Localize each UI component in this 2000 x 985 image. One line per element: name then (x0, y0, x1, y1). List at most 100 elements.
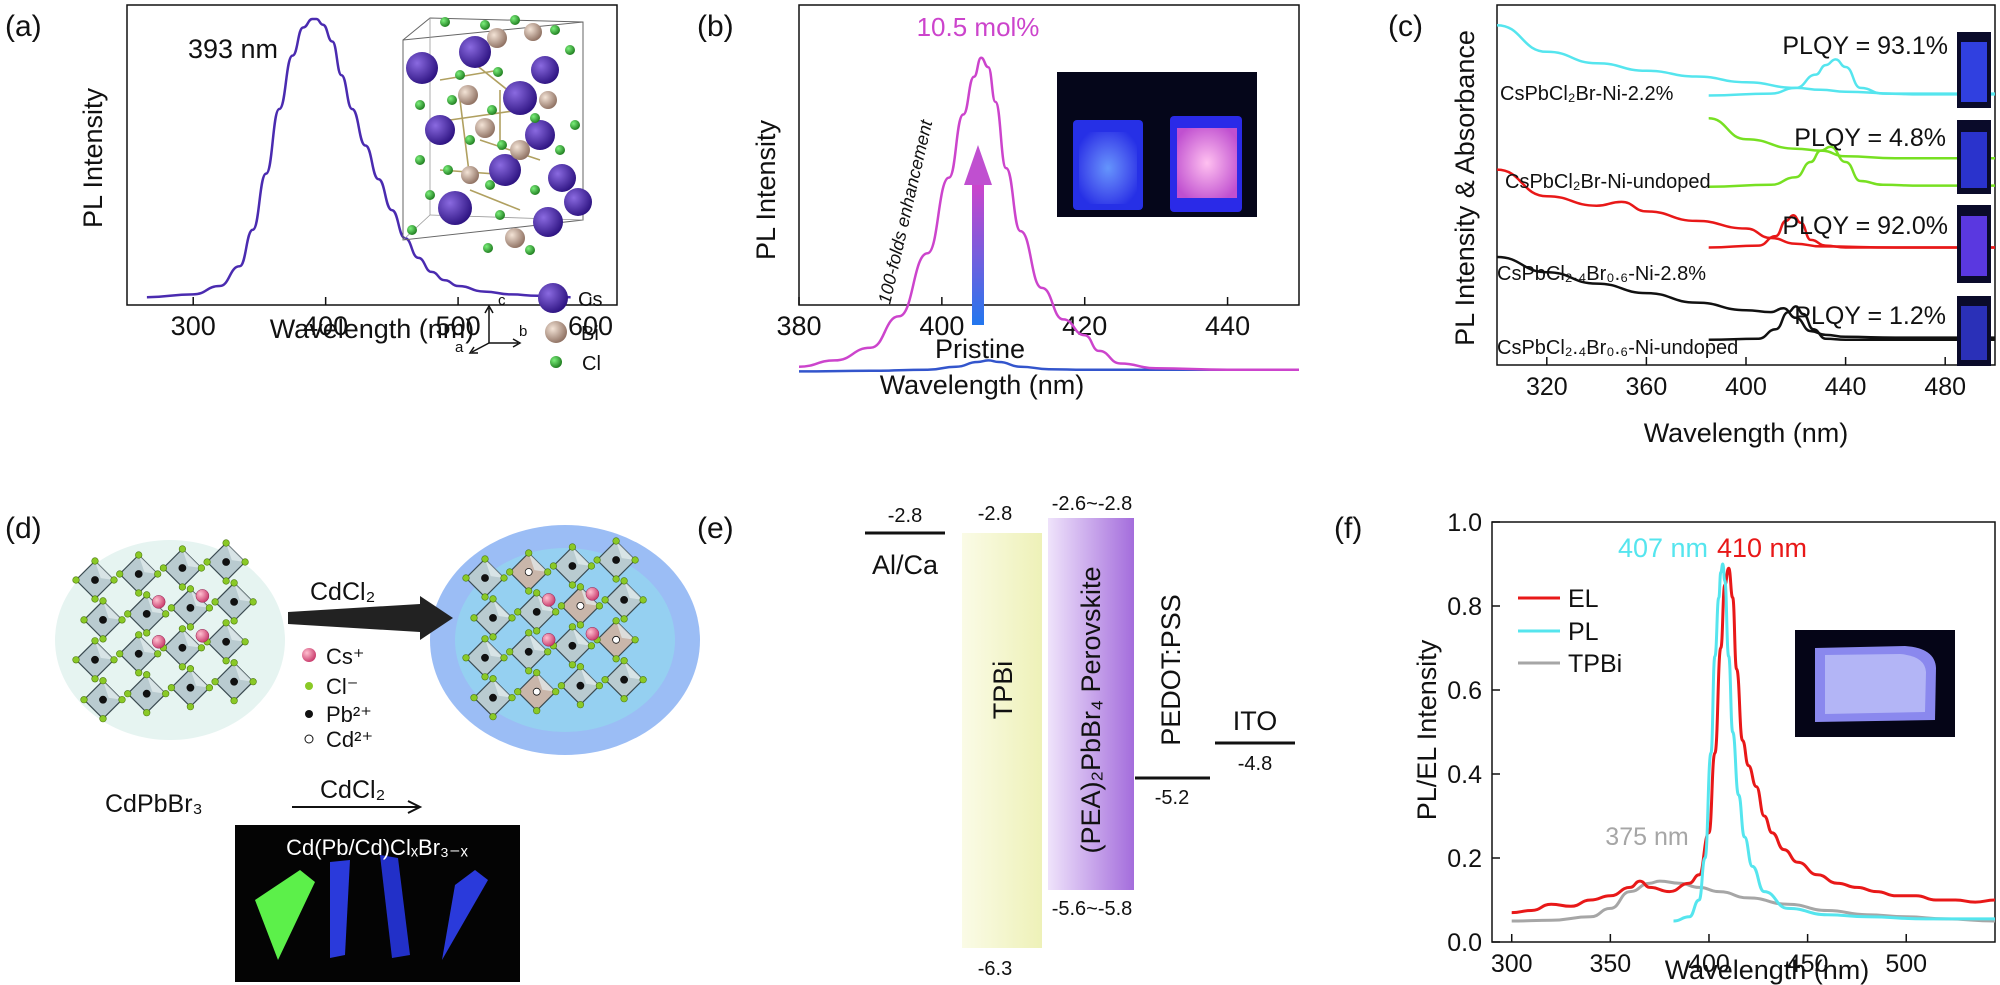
legend-label-cs-ion: Cs⁺ (326, 644, 365, 669)
x-f-tick-label: 350 (1589, 950, 1631, 978)
legend-label-pb-ion: Pb²⁺ (326, 702, 372, 727)
x-b-tick-label: 440 (1205, 311, 1250, 341)
panel-c: (c) 320 360 400 440 480 Wavelength (nm) PL I… (1388, 4, 1996, 448)
x-a-tick-label: 500 (436, 311, 481, 341)
x-axis-label-f: Wavelength (nm) (1665, 955, 1870, 985)
lattice-product (430, 525, 700, 755)
spectrum-c-7 (1496, 255, 1995, 339)
x-axis-label-b: Wavelength (nm) (880, 370, 1085, 400)
perovskite-bottom-value: -5.6~-5.8 (1052, 898, 1133, 920)
spectra-c (1496, 23, 1995, 342)
layer-name-tpbi: TPBi (988, 661, 1018, 720)
spectrum-c-4 (1708, 145, 1995, 188)
legend-label-cs: Cs (578, 289, 602, 311)
level-ito-value: -4.8 (1238, 753, 1272, 775)
legend-dot-cs (302, 648, 316, 662)
panel-a: (a) 300 400 500 600 393 nm Wavelength (nm) … (5, 4, 618, 375)
y-f-tick-label: 0.2 (1447, 845, 1482, 873)
band-perovskite (1048, 518, 1134, 890)
spectrum-c-3 (1708, 117, 1995, 160)
tpbi-curve (1511, 879, 1996, 923)
vial-photos-c (1957, 32, 1991, 366)
legend-label-cd-ion: Cd²⁺ (326, 727, 373, 752)
legend-label-tpbi: TPBi (1568, 650, 1622, 678)
x-ticks-a: 300 400 500 600 (171, 297, 613, 341)
product-label: Cd(Pb/Cd)ClₓBr₃₋ₓ (286, 835, 468, 860)
axis-letter-b: b (519, 323, 527, 340)
layer-name-pedot: PEDOT:PSS (1156, 594, 1186, 746)
el-device-photo (1795, 630, 1955, 737)
x-c-tick-label: 360 (1626, 373, 1668, 401)
perovskite-top-value: -2.6~-2.8 (1052, 493, 1133, 515)
enhancement-arrow-head (964, 145, 992, 185)
peak-label-tpbi: 375 nm (1605, 823, 1688, 851)
sample-label-4: CsPbCl₂.₄Br₀.₆-Ni-undoped (1497, 337, 1738, 359)
reagent-top: CdCl₂ (310, 578, 375, 606)
layer-name-ito: ITO (1233, 706, 1278, 736)
y-f-tick-label: 1.0 (1447, 509, 1482, 537)
x-axis-label-a: Wavelength (nm) (270, 314, 475, 344)
legend-label-pl: PL (1568, 618, 1599, 646)
x-b-tick-label: 400 (919, 311, 964, 341)
band-tpbi (962, 533, 1042, 948)
spectrum-c-8 (1708, 305, 1995, 342)
peak-label-el: 410 nm (1717, 533, 1807, 563)
layer-name-alca: Al/Ca (872, 550, 939, 580)
x-f-tick-label: 400 (1688, 950, 1730, 978)
plot-frame-b (798, 4, 1300, 306)
x-a-tick-label: 600 (568, 311, 613, 341)
y-f-tick-label: 0.8 (1447, 593, 1482, 621)
panel-label-c: (c) (1388, 10, 1423, 43)
peak-label-pl: 407 nm (1618, 533, 1708, 563)
legend-sphere-cs (538, 283, 568, 313)
level-pedot-value: -5.2 (1155, 787, 1189, 809)
pl-curve-f (1673, 562, 1995, 923)
reaction-arrow-top (288, 596, 453, 640)
y-f-tick-label: 0.4 (1447, 761, 1482, 789)
pl-curve-pristine (798, 359, 1299, 373)
vial-photo-inset (1057, 72, 1257, 217)
el-curve (1511, 566, 1996, 915)
panel-d: (d) CdCl₂ Cs⁺ Cl⁻ Pb²⁺ Cd²⁺ CdPbBr₃ CdCl… (5, 512, 700, 982)
crystal-structure-illustration: c b a Cs Bi Cl (402, 15, 602, 375)
y-axis-label-b: PL Intensity (751, 119, 781, 260)
x-ticks-b: 380 400 420 440 (776, 297, 1250, 341)
spectrum-c-6 (1708, 213, 1995, 249)
sample-label-1: CsPbCl₂Br-Ni-2.2% (1500, 83, 1674, 105)
plqy-label-1: PLQY = 93.1% (1782, 32, 1948, 60)
plot-frame-f (1491, 521, 1996, 943)
y-axis-label-c: PL Intensity & Absorbance (1450, 30, 1480, 346)
x-c-tick-label: 320 (1526, 373, 1568, 401)
doped-label: 10.5 mol% (917, 12, 1040, 42)
x-ticks-c: 320 360 400 440 480 (1526, 357, 1966, 401)
x-b-tick-label: 380 (776, 311, 821, 341)
x-c-tick-label: 480 (1924, 373, 1966, 401)
axis-letter-c: c (498, 292, 506, 309)
x-c-tick-label: 400 (1725, 373, 1767, 401)
panel-label-b: (b) (697, 10, 734, 43)
enhancement-label: 100-folds enhancement (874, 117, 936, 306)
x-c-tick-label: 440 (1825, 373, 1867, 401)
start-material-label: CdPbBr₃ (105, 790, 203, 818)
tube-photo (235, 825, 520, 982)
legend-label-cl: Cl (582, 353, 601, 375)
legend-dot-cd (304, 734, 314, 744)
x-f-tick-label: 500 (1885, 950, 1927, 978)
x-a-tick-label: 400 (303, 311, 348, 341)
peak-label-a: 393 nm (188, 34, 278, 64)
sample-label-3: CsPbCl₂.₄Br₀.₆-Ni-2.8% (1497, 263, 1706, 285)
legend-sphere-bi (545, 321, 567, 343)
x-b-tick-label: 420 (1062, 311, 1107, 341)
y-f-tick-label: 0.6 (1447, 677, 1482, 705)
y-f-tick-label: 0.0 (1447, 929, 1482, 957)
x-f-tick-label: 450 (1787, 950, 1829, 978)
tpbi-bottom-value: -6.3 (978, 958, 1012, 980)
spectrum-c-2 (1708, 58, 1995, 97)
plqy-label-4: PLQY = 1.2% (1794, 302, 1946, 330)
axis-letter-a: a (455, 339, 464, 356)
panel-f: (f) 300 350 400 450 500 0.0 0.2 0.4 0.6 0.8 1.0 Wa… (1334, 509, 1996, 985)
panel-e: (e) -2.8 Al/Ca -2.8 -6.3 TPBi -2.6~-2.8 … (697, 493, 1295, 980)
y-axis-label-a: PL Intensity (78, 87, 108, 228)
legend-dot-cl (305, 682, 313, 690)
